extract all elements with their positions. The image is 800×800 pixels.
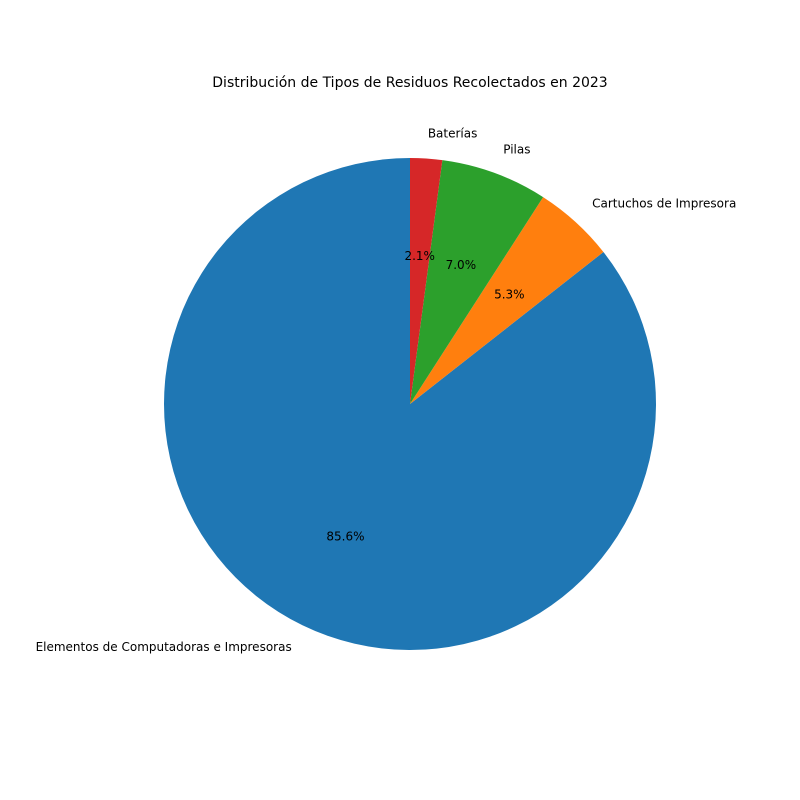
- category-label: Elementos de Computadoras e Impresoras: [36, 640, 292, 654]
- value-label: 5.3%: [494, 287, 525, 301]
- value-label: 7.0%: [446, 258, 477, 272]
- pie-wedge: [164, 158, 656, 651]
- pie-wedge: [410, 158, 443, 404]
- category-label: Pilas: [503, 142, 530, 156]
- pie-wedge: [410, 160, 544, 404]
- category-label: Baterías: [428, 126, 478, 140]
- chart-title: Distribución de Tipos de Residuos Recole…: [212, 75, 607, 91]
- value-label: 2.1%: [404, 249, 435, 263]
- value-label: 85.6%: [326, 529, 364, 543]
- pie-wedge: [410, 197, 604, 404]
- category-label: Cartuchos de Impresora: [592, 196, 736, 210]
